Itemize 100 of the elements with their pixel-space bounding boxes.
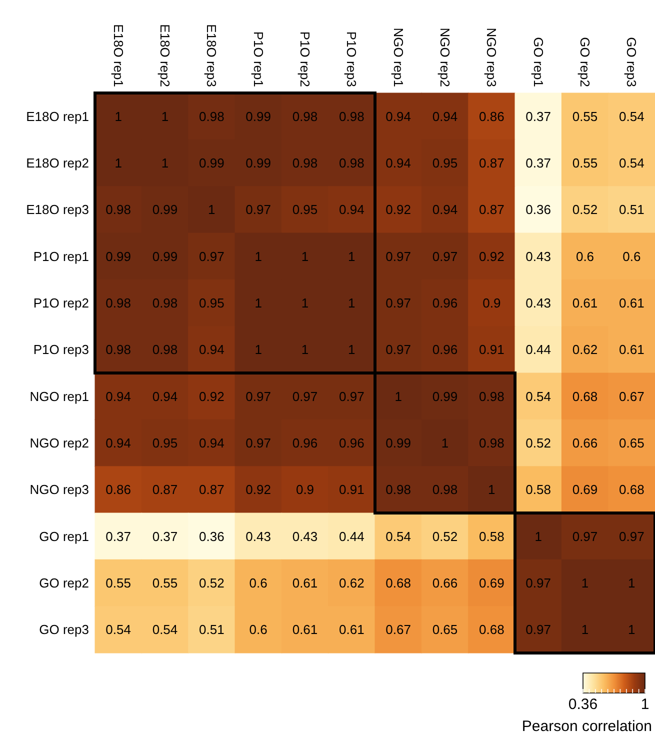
data-label: 0.98 [152,296,178,310]
data-label: 1 [301,296,309,310]
data-label: 0.98 [479,388,504,404]
data-label: 0.92 [386,202,411,218]
data-label: 0.94 [106,388,131,404]
x-tick-label: E18O rep2 [158,24,172,87]
data-label: 0.52 [432,528,458,544]
data-label: 1 [348,342,356,358]
x-tick-label: NGO rep3 [484,28,500,87]
data-label: 0.97 [526,576,551,590]
data-label: 0.43 [246,528,271,544]
data-label: 0.9 [482,296,501,310]
data-label: 0.98 [292,108,318,124]
data-label: 0.97 [246,436,271,450]
data-label: 0.54 [619,156,644,170]
data-label: 1 [161,108,169,124]
data-label: 0.97 [572,528,598,544]
data-label: 0.36 [199,528,224,544]
data-label: 0.94 [106,436,131,450]
color-bar-label: 0.36 [568,696,598,713]
data-label: 0.97 [619,528,644,544]
data-label: 0.92 [199,388,224,404]
data-label: 1 [348,296,356,310]
data-label: 0.67 [619,388,644,404]
data-label: 0.51 [199,622,224,638]
y-tick-label: NGO rep3 [30,482,89,498]
data-label: 0.52 [199,576,224,590]
data-label: 0.61 [619,296,644,310]
data-label: 0.99 [246,156,271,170]
data-label: 0.61 [292,576,318,590]
data-label: 0.97 [386,248,411,264]
data-label: 0.97 [199,248,224,264]
y-tick-label: P1O rep2 [33,296,89,310]
data-label: 0.87 [479,156,504,170]
data-label: 0.37 [526,156,551,170]
data-label: 0.51 [619,202,644,218]
data-label: 1 [348,248,356,264]
data-label: 0.86 [106,482,131,498]
data-label: 0.98 [339,108,364,124]
y-tick-label: E18O rep3 [26,202,89,218]
data-label: 0.94 [386,156,411,170]
data-label: 0.54 [386,528,411,544]
data-label: 0.43 [526,248,551,264]
data-label: 0.43 [526,296,551,310]
data-label: 0.66 [432,576,458,590]
data-label: 0.99 [246,108,271,124]
data-label: 1 [581,622,589,638]
data-label: 1 [301,342,309,358]
data-label: 0.68 [572,388,598,404]
data-label: 1 [301,248,309,264]
data-label: 0.94 [152,388,178,404]
data-label: 0.55 [572,108,598,124]
data-label: 1 [161,156,169,170]
data-label: 0.54 [526,388,551,404]
data-label: 0.97 [246,202,271,218]
x-tick-label: NGO rep2 [438,28,452,87]
x-tick-label: P1O rep3 [344,31,360,87]
data-label: 0.65 [619,436,644,450]
x-tick-label: P1O rep2 [298,31,312,87]
y-tick-label: GO rep1 [39,528,89,544]
data-label: 0.98 [199,108,224,124]
data-label: 0.61 [619,342,644,358]
data-label: 0.96 [432,296,458,310]
data-label: 0.95 [292,202,318,218]
data-label: 0.55 [152,576,178,590]
data-label: 0.87 [199,482,224,498]
data-label: 1 [488,482,496,498]
data-label: 0.37 [152,528,178,544]
data-label: 0.99 [432,388,458,404]
data-label: 0.67 [386,622,411,638]
data-label: 1 [254,342,262,358]
data-label: 0.94 [199,342,224,358]
data-label: 0.6 [576,248,594,264]
data-label: 0.96 [339,436,364,450]
data-label: 1 [114,156,122,170]
data-label: 0.98 [292,156,318,170]
data-label: 0.87 [479,202,504,218]
data-label: 0.97 [292,388,318,404]
data-label: 0.96 [292,436,318,450]
data-label: 0.98 [106,342,131,358]
data-label: 0.91 [339,482,364,498]
data-label: 0.54 [619,108,644,124]
data-label: 0.94 [339,202,364,218]
data-label: 0.68 [619,482,644,498]
data-label: 0.94 [386,108,411,124]
data-label: 0.91 [479,342,504,358]
data-label: 0.99 [152,248,178,264]
data-label: 0.97 [339,388,364,404]
y-tick-label: GO rep2 [39,576,89,590]
data-label: 0.98 [152,342,178,358]
data-label: 1 [441,436,449,450]
data-label: 0.97 [526,622,551,638]
data-label: 0.92 [246,482,271,498]
x-tick-label: E18O rep3 [204,24,220,87]
data-label: 0.86 [479,108,504,124]
data-label: 0.98 [386,482,411,498]
data-label: 0.98 [339,156,364,170]
data-label: 0.87 [152,482,178,498]
data-label: 0.6 [249,622,268,638]
data-label: 0.62 [339,576,364,590]
